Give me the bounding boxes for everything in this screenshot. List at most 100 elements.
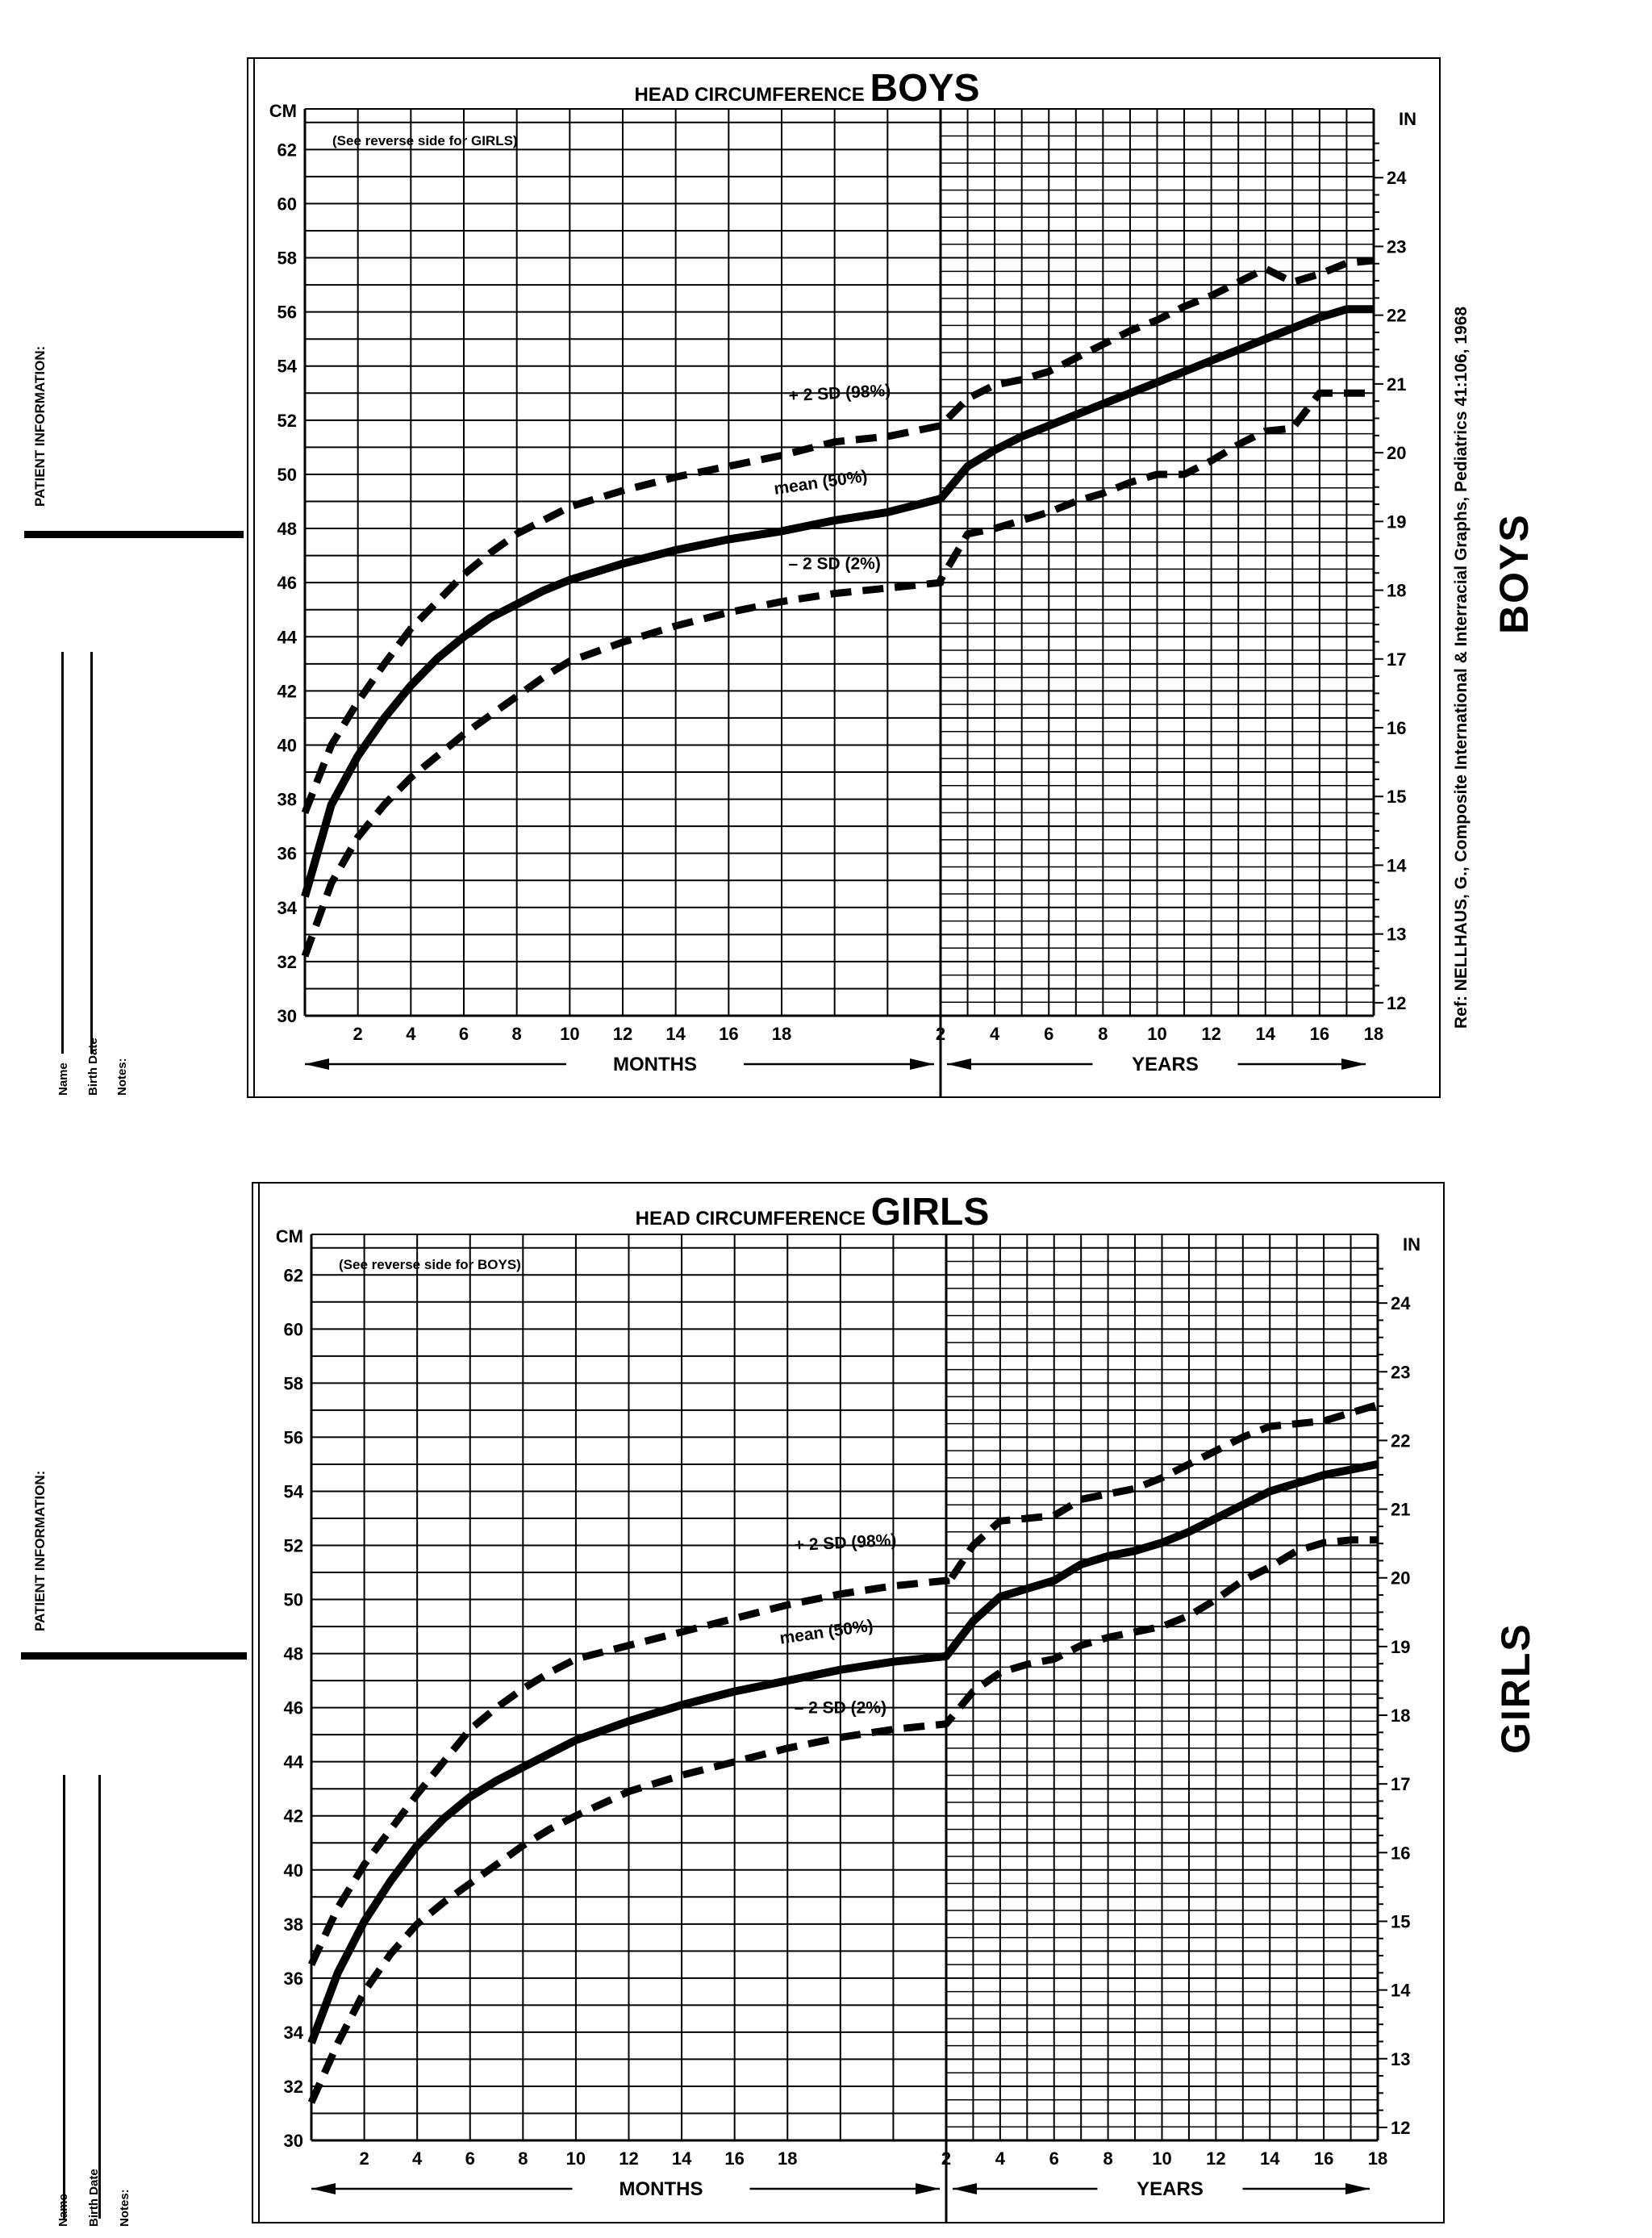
y-tick-cm: 30: [284, 2131, 303, 2151]
x-tick-year: 16: [1310, 1024, 1329, 1044]
series-line-mean: [307, 1459, 1379, 2045]
y-tick-in: 14: [1387, 855, 1407, 875]
y-tick-cm: 58: [284, 1373, 303, 1393]
y-tick-in: 22: [1391, 1430, 1410, 1451]
girls-head-circumference-chart: HEAD CIRCUMFERENCE GIRLS (See reverse sid…: [252, 1182, 1445, 2223]
months-label: MONTHS: [620, 2178, 703, 2200]
x-tick-month: 16: [719, 1024, 738, 1044]
chart-title-sex: GIRLS: [871, 1191, 990, 1234]
y-tick-in: 21: [1391, 1500, 1410, 1520]
x-tick-month: 8: [518, 2148, 528, 2169]
y-tick-in: 16: [1391, 1843, 1410, 1863]
y-tick-in: 15: [1391, 1911, 1410, 1931]
x-tick-month: 10: [566, 2148, 586, 2169]
reverse-side-note: (See reverse side for GIRLS): [332, 133, 518, 148]
y-tick-in: 19: [1391, 1637, 1410, 1657]
x-tick-year: 2: [941, 2148, 951, 2169]
y-tick-in: 16: [1387, 718, 1406, 738]
x-tick-year: 12: [1201, 1024, 1220, 1044]
x-tick-month: 10: [560, 1024, 579, 1044]
series-line-plus-2sd: [301, 257, 1375, 815]
name-line[interactable]: [61, 652, 64, 1054]
reverse-side-note: (See reverse side for BOYS): [339, 1257, 521, 1272]
y-tick-in: 23: [1387, 236, 1406, 257]
y-tick-in: 20: [1391, 1568, 1410, 1589]
x-tick-year: 10: [1147, 1024, 1166, 1044]
series-label: mean (50%): [773, 467, 869, 499]
y-tick-in: 12: [1391, 2118, 1410, 2138]
series-line-mean: [301, 305, 1374, 898]
x-tick-month: 18: [778, 2148, 797, 2169]
patient-info-divider: [21, 1652, 247, 1660]
chart-title: HEAD CIRCUMFERENCE BOYS: [634, 67, 979, 110]
x-tick-month: 6: [459, 1024, 469, 1044]
x-tick-month: 12: [619, 2148, 638, 2169]
x-tick-year: 18: [1364, 1024, 1383, 1044]
x-tick-year: 14: [1256, 1024, 1276, 1044]
chart-frame: [252, 1182, 1445, 2223]
y-tick-in: 18: [1391, 1706, 1410, 1726]
years-label: YEARS: [1132, 1054, 1199, 1075]
boys-head-circumference-chart: HEAD CIRCUMFERENCE BOYS (See reverse side…: [247, 57, 1441, 1098]
months-arrowhead-right: [910, 1058, 934, 1070]
y-tick-cm: 32: [277, 952, 297, 972]
chart-frame: [247, 57, 1441, 1098]
y-unit-in: IN: [1403, 1234, 1420, 1255]
series-label: mean (50%): [778, 1617, 874, 1648]
y-tick-in: 17: [1387, 649, 1406, 670]
y-tick-cm: 60: [284, 1319, 303, 1339]
years-arrowhead-right: [1345, 2183, 1370, 2194]
x-tick-year: 16: [1314, 2148, 1333, 2169]
y-tick-in: 18: [1387, 581, 1406, 601]
y-tick-cm: 44: [284, 1752, 304, 1772]
series-line-plus-2sd: [307, 1401, 1379, 1967]
x-tick-year: 4: [990, 1024, 1000, 1044]
x-tick-month: 4: [406, 1024, 416, 1044]
y-tick-cm: 32: [284, 2077, 303, 2097]
y-tick-cm: 58: [277, 248, 297, 269]
y-unit-cm: CM: [276, 1226, 303, 1246]
x-tick-year: 18: [1368, 2148, 1387, 2169]
y-tick-in: 21: [1387, 374, 1406, 395]
y-tick-in: 12: [1387, 993, 1406, 1013]
months-arrowhead-left: [305, 1058, 329, 1070]
x-tick-year: 6: [1044, 1024, 1053, 1044]
y-tick-cm: 60: [277, 194, 297, 214]
y-tick-cm: 38: [284, 1914, 303, 1935]
grid: [311, 1234, 1378, 2140]
series-label: – 2 SD (2%): [788, 554, 880, 573]
y-tick-in: 13: [1391, 2049, 1410, 2069]
y-tick-in: 20: [1387, 443, 1406, 463]
patient-info-divider: [24, 531, 244, 538]
x-tick-year: 2: [936, 1024, 945, 1044]
y-tick-cm: 40: [284, 1860, 303, 1881]
name-line[interactable]: [63, 1775, 65, 2219]
y-tick-cm: 52: [277, 411, 297, 431]
y-tick-cm: 36: [277, 844, 297, 864]
y-unit-cm: CM: [269, 101, 297, 121]
chart-title: HEAD CIRCUMFERENCE GIRLS: [636, 1191, 990, 1234]
y-tick-in: 15: [1387, 787, 1406, 807]
x-tick-month: 4: [412, 2148, 423, 2169]
y-tick-cm: 34: [277, 898, 298, 918]
y-tick-cm: 48: [277, 519, 297, 539]
birth-date-line[interactable]: [90, 652, 93, 1054]
x-tick-month: 14: [672, 2148, 692, 2169]
y-tick-cm: 50: [284, 1590, 303, 1610]
birth-date-line[interactable]: [98, 1775, 101, 2219]
y-tick-cm: 62: [284, 1265, 303, 1285]
y-tick-cm: 46: [284, 1698, 303, 1718]
y-tick-in: 24: [1391, 1293, 1411, 1313]
y-tick-cm: 48: [284, 1644, 303, 1664]
y-tick-cm: 34: [284, 2023, 304, 2043]
x-tick-year: 14: [1260, 2148, 1280, 2169]
months-arrowhead-right: [916, 2183, 940, 2194]
y-tick-cm: 54: [277, 357, 298, 377]
x-tick-year: 12: [1206, 2148, 1225, 2169]
y-tick-cm: 44: [277, 627, 298, 647]
y-tick-cm: 54: [284, 1481, 304, 1501]
y-tick-cm: 42: [277, 681, 297, 701]
years-arrowhead-right: [1341, 1058, 1366, 1070]
x-tick-month: 14: [665, 1024, 686, 1044]
